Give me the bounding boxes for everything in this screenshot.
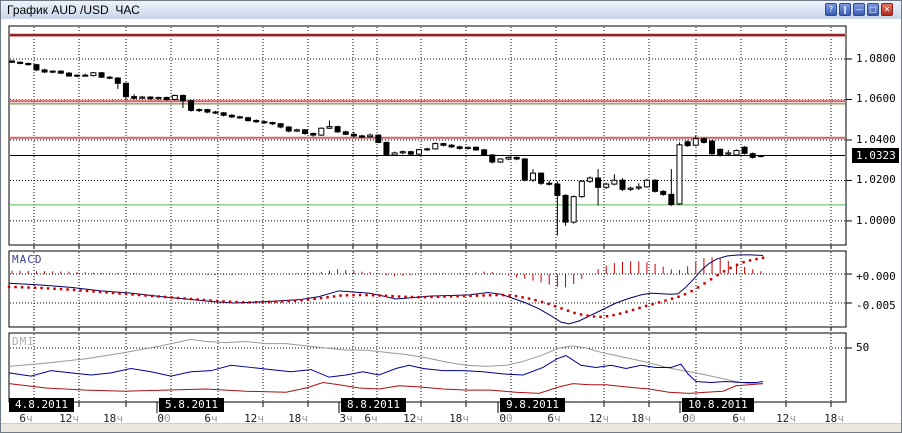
chart-canvas[interactable]: [1, 19, 901, 424]
time-label: 6ч: [732, 412, 746, 425]
chart-area: MACD DMI 1.0323 1.0800 1.0600 1.0400 1.0200…: [1, 19, 901, 425]
price-axis-label: 1.0000: [856, 213, 896, 227]
time-label: 6ч: [19, 412, 33, 425]
date-label: 10.8.2011: [682, 398, 754, 412]
macd-panel-label: MACD: [12, 253, 43, 266]
help-button[interactable]: ?: [825, 3, 837, 16]
time-label: 00: [499, 412, 513, 425]
close-button[interactable]: ✕: [881, 3, 893, 16]
time-label: 18ч: [288, 412, 308, 425]
price-axis-label: 1.0200: [856, 173, 896, 187]
macd-axis-label: -0.005: [856, 299, 896, 312]
date-label: 5.8.2011: [159, 398, 224, 412]
maximize-button[interactable]: □: [867, 3, 879, 16]
current-price-badge: 1.0323: [852, 147, 899, 163]
time-label: 00: [682, 412, 696, 425]
window-titlebar[interactable]: График AUD /USD ЧАС ? ‖ — □ ✕: [1, 1, 901, 20]
price-axis-label: 1.0400: [856, 132, 896, 146]
time-label: 12ч: [244, 412, 264, 425]
window-bottom-edge: [1, 423, 901, 432]
macd-axis-label: +0.000: [856, 270, 896, 283]
date-label: 8.8.2011: [341, 398, 406, 412]
time-label: 12ч: [403, 412, 423, 425]
time-label: 00: [157, 412, 171, 425]
price-axis-label: 1.0600: [856, 92, 896, 106]
window-buttons: ? ‖ — □ ✕: [825, 3, 893, 16]
time-label: 6ч: [204, 412, 218, 425]
time-label: 18ч: [824, 412, 844, 425]
time-label: 12ч: [59, 412, 79, 425]
window-title: График AUD /USD ЧАС: [7, 3, 140, 17]
time-label: 6ч: [364, 412, 378, 425]
price-axis-label: 1.0800: [856, 52, 896, 65]
dmi-axis-label: 50: [856, 341, 870, 354]
dmi-panel-label: DMI: [12, 335, 35, 348]
date-label: 9.8.2011: [500, 398, 565, 412]
time-label: 12ч: [589, 412, 609, 425]
time-label: 18ч: [631, 412, 651, 425]
time-label: 12ч: [776, 412, 796, 425]
time-label: 6ч: [547, 412, 561, 425]
time-label: 3ч: [339, 412, 353, 425]
minimize-button[interactable]: —: [853, 3, 865, 16]
date-label: 4.8.2011: [9, 398, 74, 412]
time-label: 18ч: [103, 412, 123, 425]
pause-button[interactable]: ‖: [839, 3, 851, 16]
time-label: 18ч: [449, 412, 469, 425]
